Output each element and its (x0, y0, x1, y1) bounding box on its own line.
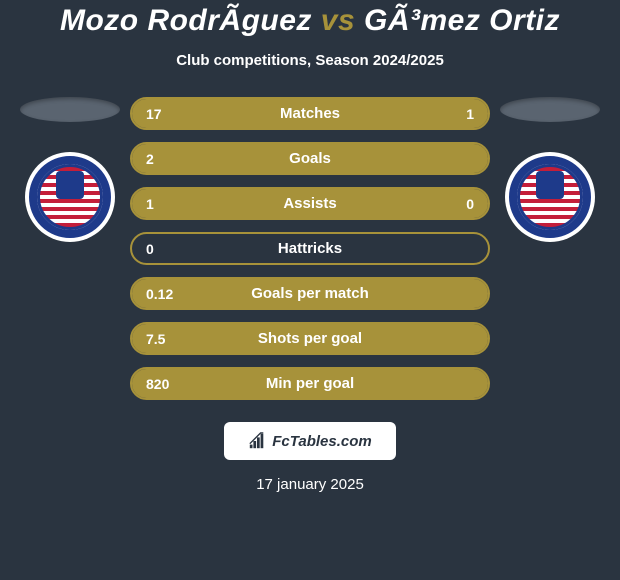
subtitle: Club competitions, Season 2024/2025 (176, 52, 444, 69)
stats-content: 17 Matches 1 2 Goals 1 Assists 0 0 Hattricks 0.12 G… (0, 97, 620, 400)
stat-bar-shots-per-goal: 7.5 Shots per goal (130, 322, 490, 355)
stat-value-left: 0 (146, 241, 154, 257)
stat-value-left: 820 (146, 376, 169, 392)
comparison-title: Mozo RodrÃ­guez vs GÃ³mez Ortiz (60, 4, 560, 38)
player1-placeholder-oval (20, 97, 120, 122)
stat-bar-goals-per-match: 0.12 Goals per match (130, 277, 490, 310)
stat-bar-goals: 2 Goals (130, 142, 490, 175)
player1-name: Mozo RodrÃ­guez (60, 4, 312, 37)
vs-text: vs (321, 4, 355, 37)
player1-club-logo (25, 152, 115, 242)
stat-value-left: 2 (146, 151, 154, 167)
stat-label: Goals per match (251, 285, 369, 302)
fctables-icon (248, 432, 266, 450)
player2-club-logo (505, 152, 595, 242)
right-badges (500, 97, 600, 242)
stat-value-left: 17 (146, 106, 162, 122)
stat-bar-hattricks: 0 Hattricks (130, 232, 490, 265)
branding-text: FcTables.com (272, 433, 371, 450)
stat-value-left: 0.12 (146, 286, 173, 302)
stat-value-right: 0 (466, 196, 474, 212)
date: 17 january 2025 (256, 476, 364, 493)
stat-label: Goals (289, 150, 331, 167)
stat-value-left: 7.5 (146, 331, 165, 347)
stat-label: Shots per goal (258, 330, 362, 347)
branding-box: FcTables.com (224, 422, 395, 460)
stat-value-right: 1 (466, 106, 474, 122)
stat-bar-matches: 17 Matches 1 (130, 97, 490, 130)
stat-bar-assists: 1 Assists 0 (130, 187, 490, 220)
stat-label: Hattricks (278, 240, 342, 257)
stat-label: Min per goal (266, 375, 354, 392)
stat-label: Assists (283, 195, 336, 212)
stat-label: Matches (280, 105, 340, 122)
stat-value-left: 1 (146, 196, 154, 212)
stat-bars: 17 Matches 1 2 Goals 1 Assists 0 0 Hattricks 0.12 G… (130, 97, 490, 400)
player2-name: GÃ³mez Ortiz (364, 4, 560, 37)
player2-placeholder-oval (500, 97, 600, 122)
left-badges (20, 97, 120, 242)
stat-bar-min-per-goal: 820 Min per goal (130, 367, 490, 400)
